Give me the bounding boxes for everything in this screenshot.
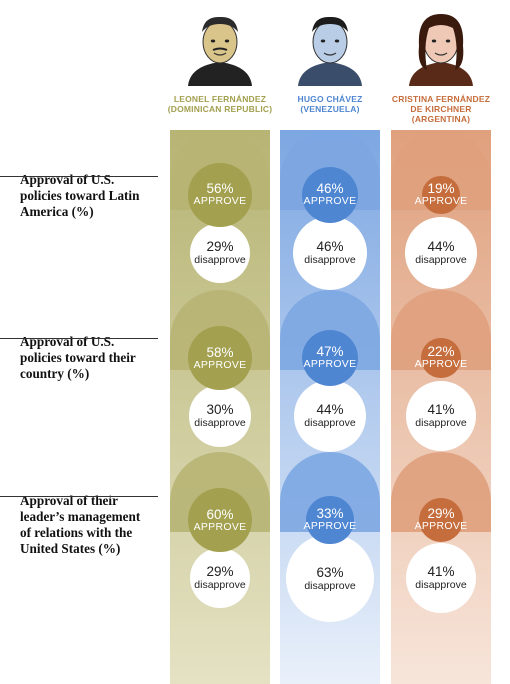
column-cap (391, 452, 491, 532)
column-cap (280, 452, 380, 532)
approve-label: APPROVE (303, 520, 357, 533)
disapprove-circle: 41% disapprove (405, 380, 477, 452)
disapprove-circle: 46% disapprove (292, 215, 368, 291)
approve-label: APPROVE (303, 195, 357, 208)
row-divider-2 (0, 338, 158, 339)
disapprove-value: 63% (316, 564, 344, 580)
leader-name-line: LEONEL FERNÁNDEZ (173, 94, 267, 104)
fernandez-portrait (188, 16, 252, 86)
approve-label: APPROVE (414, 195, 468, 208)
approve-value: 22% (427, 344, 455, 360)
approve-circle: 33% APPROVE (304, 496, 356, 544)
disapprove-label: disapprove (194, 254, 246, 267)
approve-value: 33% (316, 506, 344, 522)
disapprove-value: 29% (206, 239, 234, 255)
disapprove-value: 41% (427, 402, 455, 418)
disapprove-value: 29% (206, 564, 234, 580)
approve-label: APPROVE (414, 520, 468, 533)
leader-name-line: DE KIRCHNER (410, 104, 472, 114)
approve-circle: 58% APPROVE (188, 326, 252, 390)
row-label-1: Approval of U.S. policies toward Latin A… (20, 172, 140, 219)
approve-value: 56% (206, 181, 234, 197)
disapprove-label: disapprove (415, 579, 467, 592)
approve-value: 60% (206, 506, 234, 522)
approve-circle: 19% APPROVE (415, 176, 467, 214)
disapprove-label: disapprove (304, 579, 356, 592)
disapprove-label: disapprove (415, 417, 467, 430)
approve-circle: 46% APPROVE (301, 166, 359, 224)
disapprove-label: disapprove (415, 254, 467, 267)
approve-value: 47% (316, 344, 344, 360)
disapprove-value: 44% (427, 239, 455, 255)
approve-circle: 56% APPROVE (188, 163, 252, 227)
leader-name-3: CRISTINA FERNÁNDEZ DE KIRCHNER (ARGENTINA) (381, 94, 501, 124)
approve-value: 29% (427, 506, 455, 522)
row-label-2: Approval of U.S. policies toward their c… (20, 334, 136, 381)
leader-name-line: (VENEZUELA) (300, 104, 360, 114)
approve-label: APPROVE (193, 195, 247, 208)
disapprove-circle: 29% disapprove (189, 222, 251, 284)
disapprove-value: 41% (427, 564, 455, 580)
chavez-portrait (298, 16, 362, 86)
leader-name-line: CRISTINA FERNÁNDEZ (391, 94, 491, 104)
column-3-caps (391, 130, 491, 532)
row-label-3: Approval of their leader’s management of… (20, 493, 141, 556)
approve-circle: 47% APPROVE (301, 329, 359, 387)
approve-label: APPROVE (303, 358, 357, 371)
disapprove-circle: 63% disapprove (286, 534, 374, 622)
approve-value: 46% (316, 181, 344, 197)
row-divider-3 (0, 496, 158, 497)
approve-value: 58% (206, 344, 234, 360)
column-cap (391, 130, 491, 210)
approve-circle: 22% APPROVE (415, 338, 467, 378)
leader-name-2: HUGO CHÁVEZ (VENEZUELA) (270, 94, 390, 114)
disapprove-circle: 44% disapprove (293, 379, 367, 453)
leader-name-line: (DOMINICAN REPUBLIC) (167, 104, 273, 114)
approve-label: APPROVE (193, 358, 247, 371)
disapprove-label: disapprove (304, 254, 356, 267)
disapprove-circle: 30% disapprove (189, 385, 251, 447)
leader-name-1: LEONEL FERNÁNDEZ (DOMINICAN REPUBLIC) (160, 94, 280, 114)
approve-value: 19% (427, 181, 455, 197)
approve-circle: 29% APPROVE (415, 497, 467, 543)
leader-name-line: (ARGENTINA) (411, 114, 471, 124)
disapprove-value: 30% (206, 402, 234, 418)
disapprove-label: disapprove (194, 579, 246, 592)
row-divider-1 (0, 176, 158, 177)
disapprove-value: 46% (316, 239, 344, 255)
approve-label: APPROVE (414, 358, 468, 371)
disapprove-circle: 29% disapprove (189, 547, 251, 609)
column-cap (391, 290, 491, 370)
disapprove-label: disapprove (304, 417, 356, 430)
approve-label: APPROVE (193, 520, 247, 533)
approve-circle: 60% APPROVE (188, 488, 252, 552)
leader-name-line: HUGO CHÁVEZ (297, 94, 363, 104)
kirchner-portrait (409, 14, 473, 86)
disapprove-circle: 41% disapprove (405, 542, 477, 614)
disapprove-circle: 44% disapprove (404, 216, 478, 290)
disapprove-label: disapprove (194, 417, 246, 430)
disapprove-value: 44% (316, 402, 344, 418)
